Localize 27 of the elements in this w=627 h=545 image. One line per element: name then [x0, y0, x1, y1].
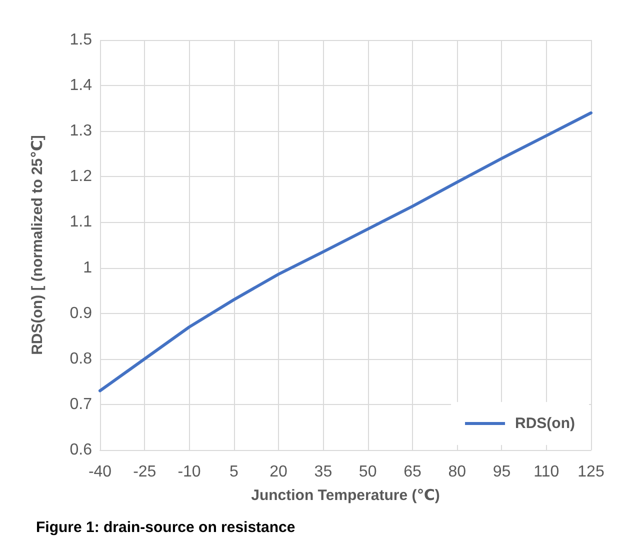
y-tick-label: 0.9 — [70, 304, 92, 322]
y-tick-label: 1.1 — [70, 214, 92, 231]
y-tick-label: 1 — [83, 259, 92, 276]
y-tick-label: 0.6 — [70, 442, 92, 458]
legend-label: RDS(on) — [515, 415, 576, 432]
y-axis-title: RDS(on) [ (normalized to 25℃] — [29, 135, 46, 355]
x-tick-label: 110 — [534, 464, 560, 480]
x-tick-label: 35 — [314, 464, 332, 480]
x-tick-label: 65 — [404, 464, 422, 480]
y-tick-label: 1.5 — [70, 32, 92, 48]
x-tick-label: 95 — [492, 464, 511, 480]
x-tick-label: -40 — [88, 464, 112, 480]
y-tick-label: 0.7 — [70, 396, 92, 413]
y-tick-label: 0.8 — [70, 350, 92, 368]
x-tick-label: 5 — [229, 464, 238, 480]
x-tick-label: -25 — [133, 464, 156, 480]
x-tick-label: 80 — [448, 464, 466, 480]
x-axis-title: Junction Temperature (℃) — [251, 487, 440, 504]
x-tick-label: 20 — [270, 464, 288, 480]
x-tick-label: 125 — [578, 464, 604, 480]
y-tick-label: 1.3 — [70, 122, 92, 140]
y-tick-label: 1.2 — [70, 168, 92, 186]
line-series — [98, 111, 592, 392]
caption: Figure 1: drain-source on resistance — [36, 519, 296, 536]
x-tick-label: -10 — [178, 464, 201, 480]
x-tick-label: 50 — [358, 464, 377, 480]
y-tick-label: 1.4 — [70, 77, 92, 94]
